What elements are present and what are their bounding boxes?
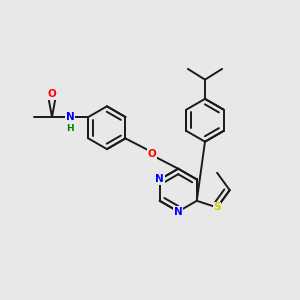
Text: N: N	[155, 174, 164, 184]
Text: O: O	[148, 148, 156, 159]
Text: H: H	[66, 124, 74, 133]
Text: N: N	[174, 206, 183, 217]
Text: S: S	[213, 202, 221, 212]
Text: O: O	[48, 89, 56, 99]
Text: N: N	[66, 112, 75, 122]
